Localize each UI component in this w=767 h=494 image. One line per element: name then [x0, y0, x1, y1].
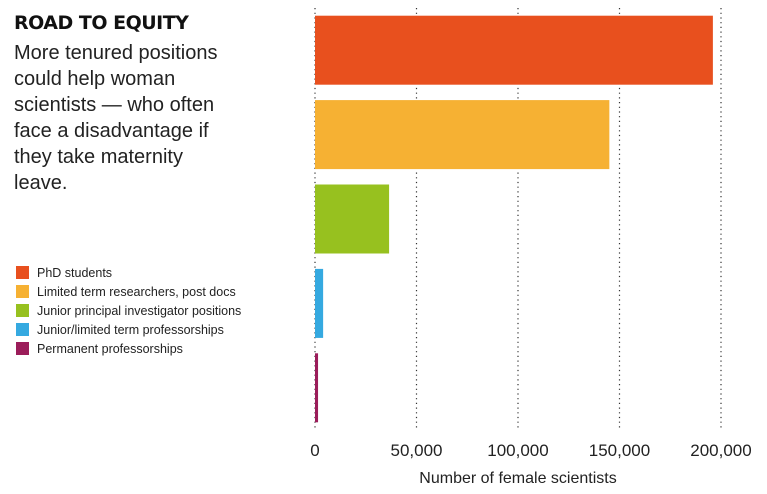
bar-2	[315, 184, 390, 254]
legend-swatch	[16, 304, 29, 317]
x-tick-label: 50,000	[391, 441, 443, 460]
legend-item: Junior principal investigator positions	[16, 301, 241, 320]
bar-4	[315, 353, 319, 423]
chart-title: ROAD TO EQUITY	[14, 12, 189, 34]
bar-1	[315, 100, 610, 170]
x-tick-label: 0	[310, 441, 319, 460]
legend-item: Permanent professorships	[16, 339, 241, 358]
legend: PhD students Limited term researchers, po…	[16, 263, 241, 358]
legend-item: PhD students	[16, 263, 241, 282]
legend-item: Limited term researchers, post docs	[16, 282, 241, 301]
x-tick-label: 100,000	[487, 441, 548, 460]
chart-subtitle: More tenured positions could help woman …	[14, 42, 218, 194]
legend-label: Junior/limited term professorships	[37, 322, 224, 337]
x-tick-label: 150,000	[589, 441, 650, 460]
bar-0	[315, 15, 713, 85]
legend-swatch	[16, 323, 29, 336]
x-axis-label: Number of female scientists	[419, 470, 616, 487]
legend-label: PhD students	[37, 265, 113, 280]
legend-label: Permanent professorships	[37, 341, 183, 356]
x-tick-label: 200,000	[690, 441, 751, 460]
legend-label: Junior principal investigator positions	[37, 303, 242, 318]
legend-swatch	[16, 342, 29, 355]
legend-swatch	[16, 285, 29, 298]
legend-swatch	[16, 266, 29, 279]
legend-label: Limited term researchers, post docs	[37, 284, 236, 299]
legend-item: Junior/limited term professorships	[16, 320, 241, 339]
bar-3	[315, 268, 324, 338]
